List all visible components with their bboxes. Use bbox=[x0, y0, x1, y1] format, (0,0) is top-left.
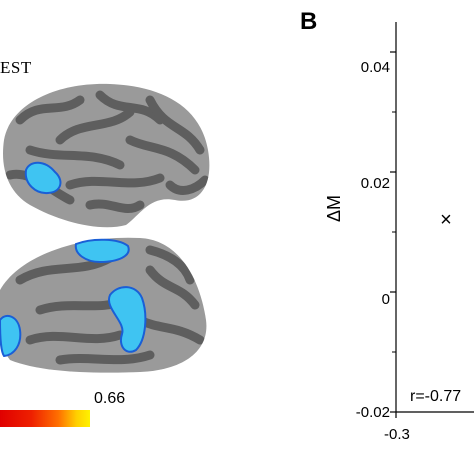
y-tick-label: -0.02 bbox=[355, 404, 390, 421]
activation-blob bbox=[74, 238, 130, 264]
y-ticks bbox=[390, 51, 396, 413]
brain-figure bbox=[0, 83, 210, 373]
y-tick-label: 0.04 bbox=[360, 59, 390, 76]
x-tick-label: -0.3 bbox=[384, 426, 410, 443]
y-tick-label: 0 bbox=[381, 291, 390, 308]
panel-a: EST 0.66 bbox=[0, 58, 210, 427]
colorbar-max-label: 0.66 bbox=[94, 390, 126, 407]
brain-lateral-view bbox=[3, 83, 210, 228]
brain-medial-view bbox=[0, 237, 207, 373]
y-tick-label: 0.02 bbox=[360, 175, 390, 192]
y-axis-label: ΔM bbox=[324, 194, 344, 222]
panel-b-letter: B bbox=[300, 8, 318, 35]
activation-blob bbox=[24, 161, 62, 195]
activation-blob bbox=[107, 286, 147, 353]
activation-blob bbox=[0, 314, 22, 358]
data-point-marker: × bbox=[440, 209, 452, 231]
condition-label: EST bbox=[0, 58, 32, 77]
colorbar bbox=[0, 410, 90, 427]
correlation-annotation: r=-0.77 bbox=[410, 388, 462, 405]
